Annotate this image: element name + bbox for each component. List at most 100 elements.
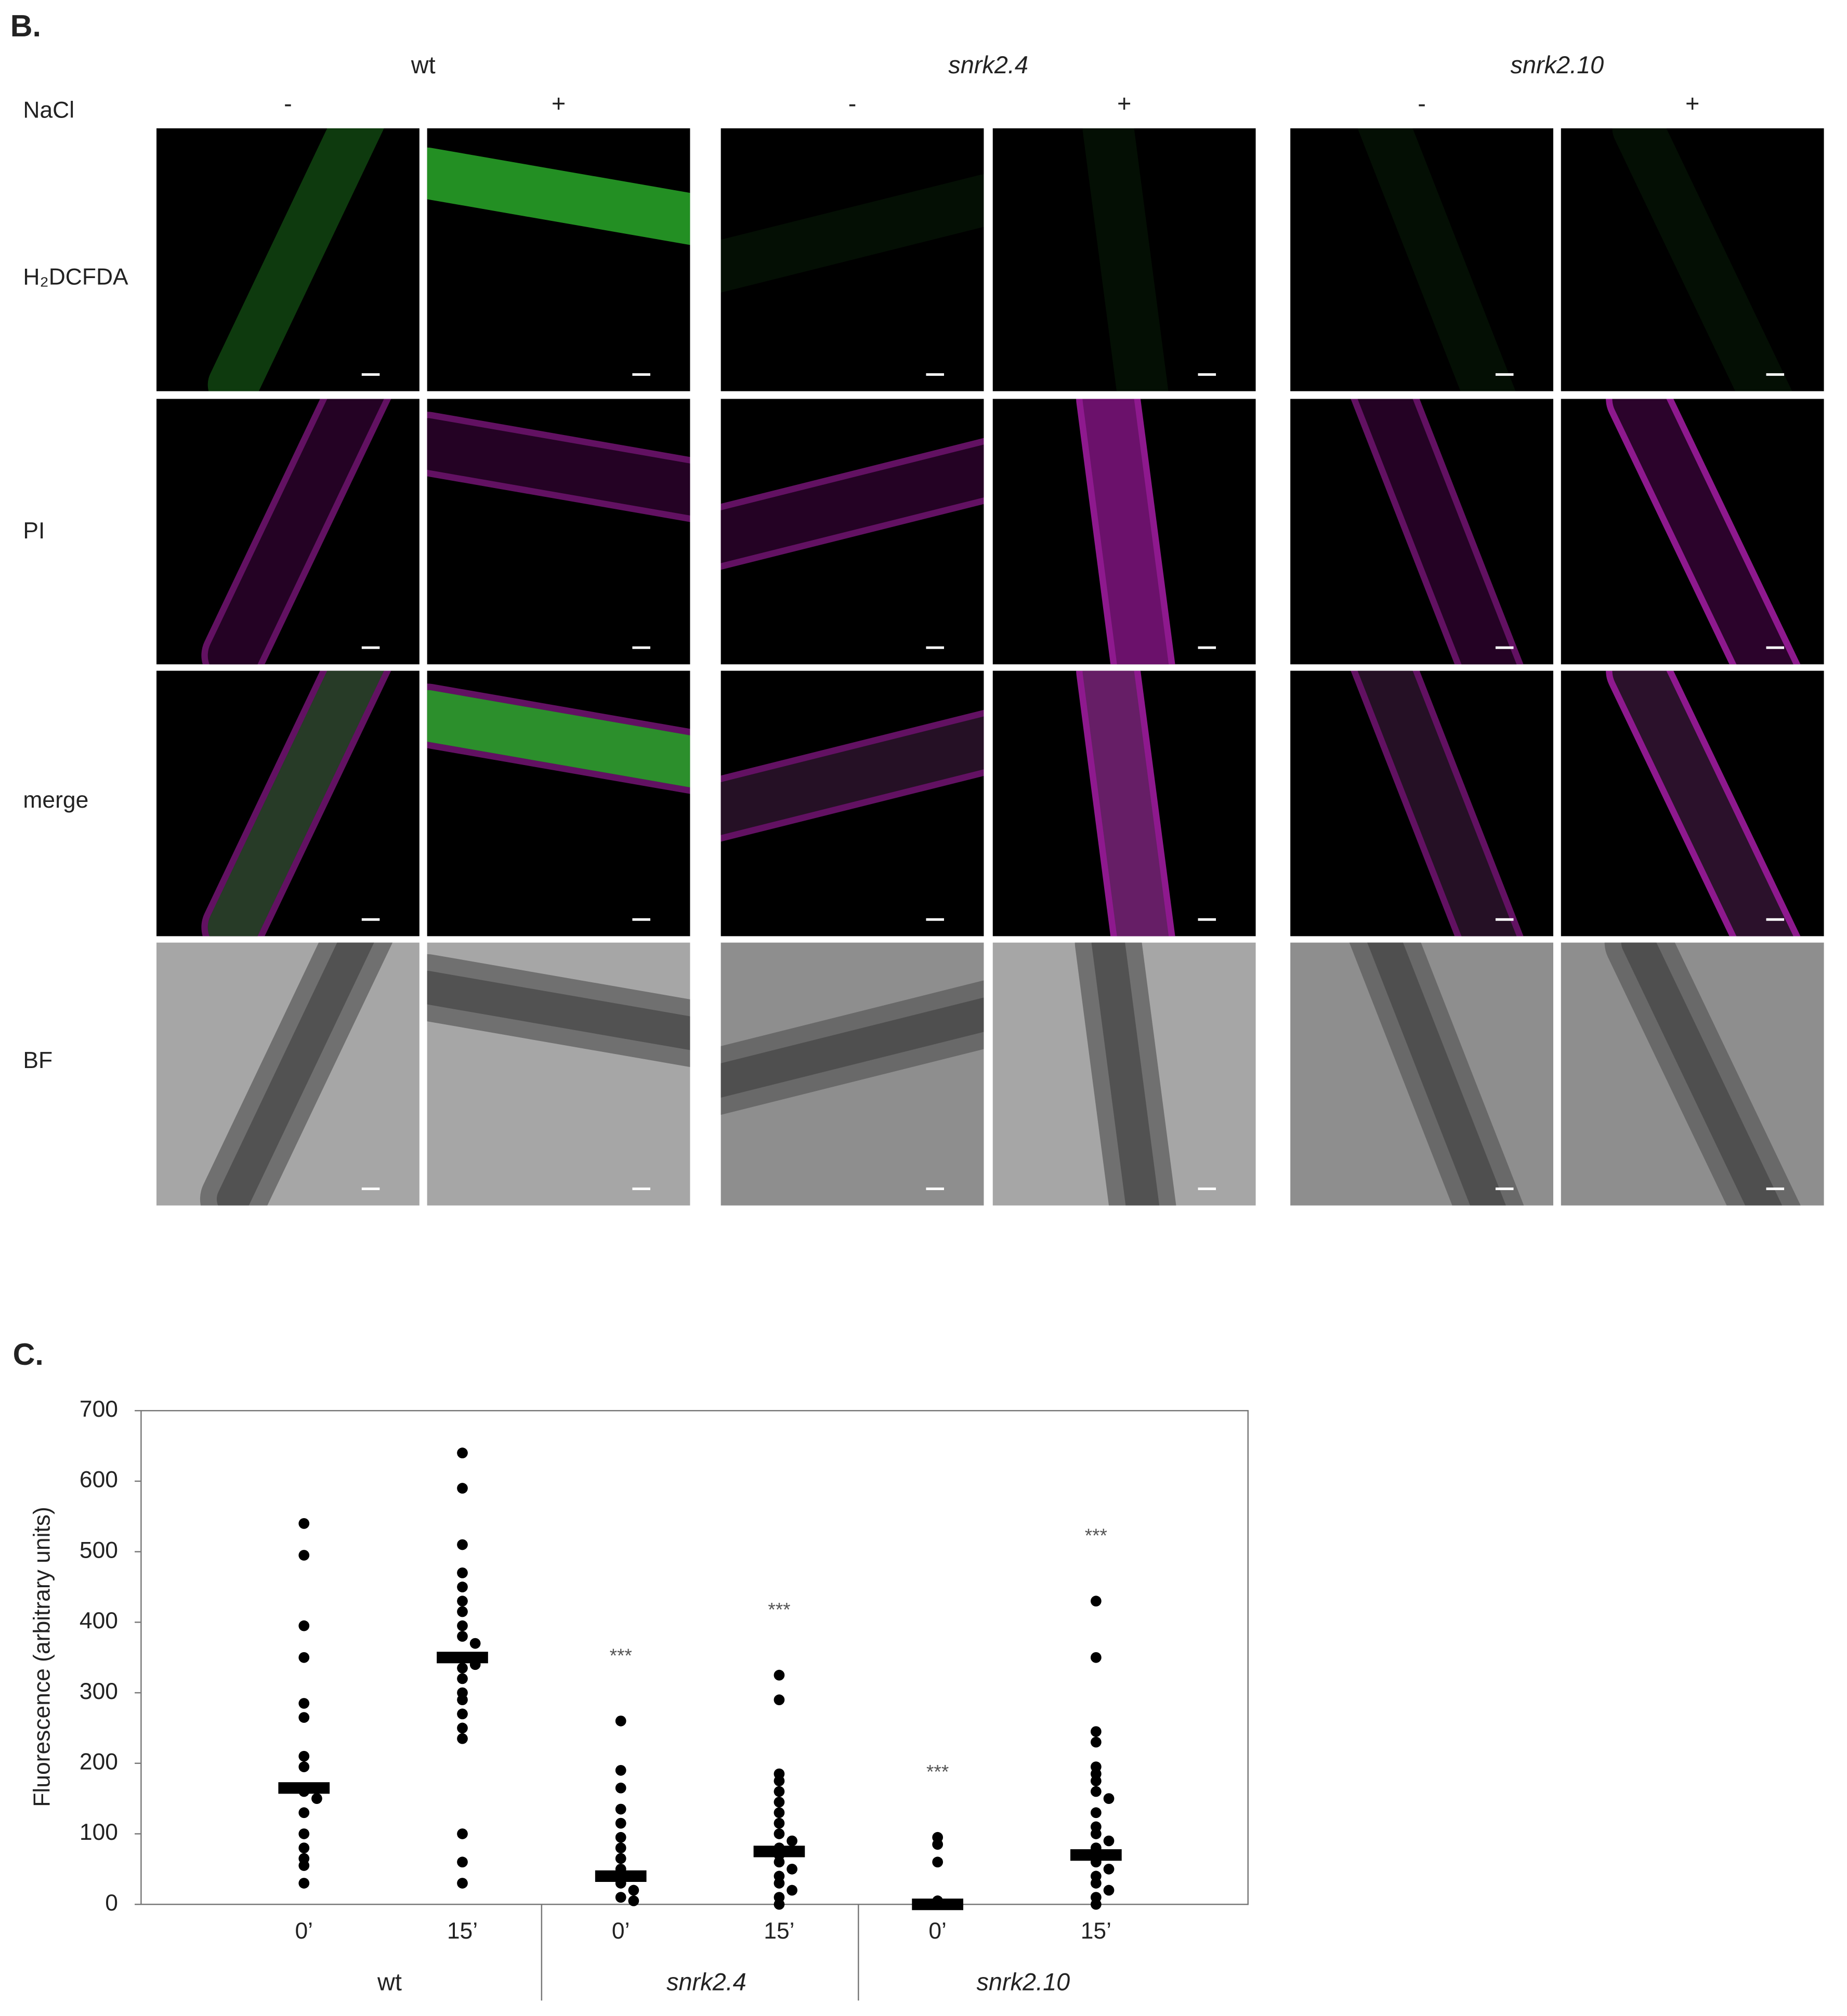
genotype-label: snrk2.4 <box>948 51 1028 78</box>
data-point <box>774 1669 785 1681</box>
scale-bar <box>632 646 650 649</box>
median-bar <box>437 1652 488 1664</box>
data-point <box>457 1663 468 1674</box>
micrograph <box>992 128 1256 391</box>
root-inner <box>1082 399 1169 665</box>
treatment-label: NaCl <box>23 98 74 123</box>
root-inner <box>721 444 984 563</box>
data-point <box>774 1828 785 1839</box>
root <box>1612 128 1792 391</box>
root-green <box>1357 128 1516 391</box>
group-label: snrk2.4 <box>666 1969 746 1996</box>
y-tick-label: 600 <box>80 1467 118 1493</box>
root <box>201 399 391 665</box>
scale-bar <box>632 1187 650 1190</box>
root-green <box>721 174 984 293</box>
root-inner <box>207 399 384 665</box>
significance-label: *** <box>610 1644 632 1666</box>
treatment-label: - <box>284 90 292 117</box>
micrograph <box>156 128 420 391</box>
y-tick-label: 500 <box>80 1537 118 1563</box>
data-point <box>628 1895 639 1906</box>
data-point <box>457 1483 468 1494</box>
root-green <box>1082 670 1169 937</box>
data-point <box>298 1878 310 1889</box>
x-tick-label: 0’ <box>928 1918 947 1944</box>
root <box>1604 942 1801 1206</box>
data-point <box>1103 1835 1115 1847</box>
root-green <box>207 128 384 391</box>
root <box>1351 670 1524 937</box>
root-green <box>1357 670 1517 937</box>
root-green <box>721 716 984 835</box>
scale-bar <box>1766 646 1785 649</box>
x-tick-label: 0’ <box>295 1918 313 1944</box>
data-point <box>298 1712 310 1723</box>
root-core <box>1091 942 1160 1206</box>
y-tick-label: 700 <box>80 1396 118 1422</box>
root <box>427 683 690 794</box>
root <box>207 128 384 391</box>
plot-frame <box>140 1410 1249 1905</box>
root-inner <box>1612 399 1793 665</box>
data-point <box>457 1447 468 1459</box>
data-point <box>615 1803 626 1815</box>
x-tick-label: 0’ <box>612 1918 630 1944</box>
root-core <box>216 942 374 1206</box>
group-label: snrk2.10 <box>976 1969 1070 1996</box>
root-core <box>1367 942 1506 1206</box>
data-point <box>457 1722 468 1734</box>
channel-label: merge <box>23 787 88 813</box>
treatment-label: - <box>1418 90 1426 117</box>
y-tick-label: 400 <box>80 1608 118 1633</box>
root <box>1351 399 1524 665</box>
data-point <box>457 1631 468 1642</box>
data-point <box>1090 1878 1102 1889</box>
root <box>1357 128 1516 391</box>
x-tick-label: 15’ <box>1081 1918 1111 1944</box>
genotype-label: wt <box>411 51 436 78</box>
data-point <box>1090 1899 1102 1910</box>
median-bar <box>278 1782 330 1794</box>
significance-label: *** <box>1085 1524 1107 1546</box>
data-point <box>457 1878 468 1889</box>
data-point <box>469 1638 481 1649</box>
data-point <box>615 1892 626 1903</box>
root-inner <box>1612 670 1793 937</box>
data-point <box>1090 1596 1102 1607</box>
data-point <box>787 1863 797 1875</box>
data-point <box>615 1715 626 1727</box>
data-point <box>298 1550 310 1561</box>
data-point <box>298 1652 310 1663</box>
root <box>427 147 690 245</box>
data-point <box>457 1596 468 1607</box>
data-point <box>457 1694 468 1706</box>
root <box>1076 670 1175 937</box>
treatment-label: + <box>1117 90 1131 117</box>
data-point <box>1090 1828 1102 1839</box>
treatment-label: + <box>552 90 566 117</box>
root-green <box>1082 128 1169 391</box>
treatment-label: - <box>848 90 857 117</box>
data-point <box>457 1828 468 1839</box>
root <box>1606 670 1801 937</box>
root <box>1075 942 1176 1206</box>
data-point <box>1090 1807 1102 1819</box>
root-green <box>427 690 690 787</box>
data-point <box>774 1775 785 1787</box>
scale-bar <box>926 918 944 921</box>
median-bar <box>595 1870 647 1882</box>
data-point <box>311 1793 322 1804</box>
median-bar <box>753 1846 805 1857</box>
scale-bar <box>632 918 650 921</box>
scale-bar <box>361 1187 380 1190</box>
data-point <box>615 1831 626 1843</box>
root-inner <box>427 418 690 516</box>
root-core <box>427 970 690 1050</box>
scale-bar <box>1198 1187 1216 1190</box>
scale-bar <box>632 373 650 376</box>
panel-label: C. <box>13 1337 44 1372</box>
scale-bar <box>926 646 944 649</box>
scale-bar <box>1495 646 1514 649</box>
root <box>721 710 984 842</box>
